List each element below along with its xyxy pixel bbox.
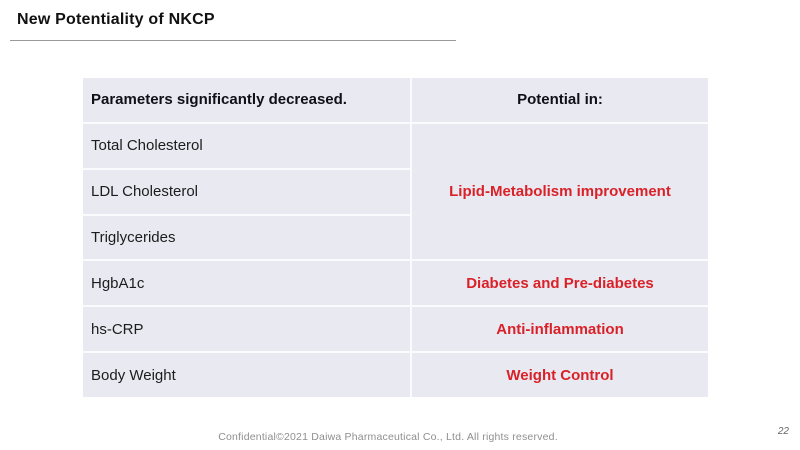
page-number: 22 xyxy=(777,426,789,437)
table-row-parameter: HgbA1c xyxy=(83,261,410,306)
potential-diabetes: Diabetes and Pre-diabetes xyxy=(412,261,708,306)
confidential-footer: Confidential©2021 Daiwa Pharmaceutical C… xyxy=(218,431,558,443)
table-row-parameter: Body Weight xyxy=(83,353,410,397)
title-underline xyxy=(10,40,456,41)
table-header-potential: Potential in: xyxy=(412,78,708,122)
table-row-parameter: LDL Cholesterol xyxy=(83,169,410,214)
table-header-parameters: Parameters significantly decreased. xyxy=(83,78,410,122)
table-row-parameter: Triglycerides xyxy=(83,215,410,260)
potential-weight-control: Weight Control xyxy=(412,353,708,397)
table-row-parameter: Total Cholesterol xyxy=(83,123,410,168)
potential-anti-inflammation: Anti-inflammation xyxy=(412,307,708,352)
page-title: New Potentiality of NKCP xyxy=(17,11,215,28)
table-row-parameter: hs-CRP xyxy=(83,307,410,352)
potentiality-table: Parameters significantly decreased. Pote… xyxy=(83,78,708,397)
potential-lipid-metabolism: Lipid-Metabolism improvement xyxy=(412,123,708,260)
